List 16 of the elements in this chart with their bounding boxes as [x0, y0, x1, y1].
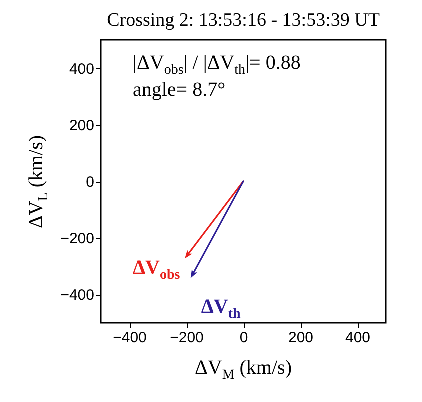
x-tick-label: −400 — [113, 330, 147, 346]
x-tick-label: −200 — [170, 330, 204, 346]
y-tick-label: 400 — [69, 60, 94, 78]
x-tick-label: 0 — [240, 330, 248, 346]
chart-title: Crossing 2: 13:53:16 - 13:53:39 UT — [107, 10, 380, 31]
x-tick-label: 200 — [288, 330, 314, 346]
annotation: angle= 8.7° — [133, 79, 226, 102]
y-tick-label: 0 — [86, 174, 94, 191]
series-label: ΔV$_{obs}$ — [132, 256, 180, 284]
y-tick-label: −400 — [60, 287, 94, 304]
x-axis-title: ΔV$_{M}$ (km/s) — [195, 357, 292, 384]
series-label: ΔV$_{th}$ — [201, 296, 241, 323]
y-tick-label: −200 — [60, 230, 94, 248]
y-tick-label: 200 — [69, 117, 94, 134]
annotation: |ΔV$_{obs}$| / |ΔV$_{th}$|= 0.88 — [133, 52, 301, 79]
x-tick-label: 400 — [345, 330, 371, 346]
